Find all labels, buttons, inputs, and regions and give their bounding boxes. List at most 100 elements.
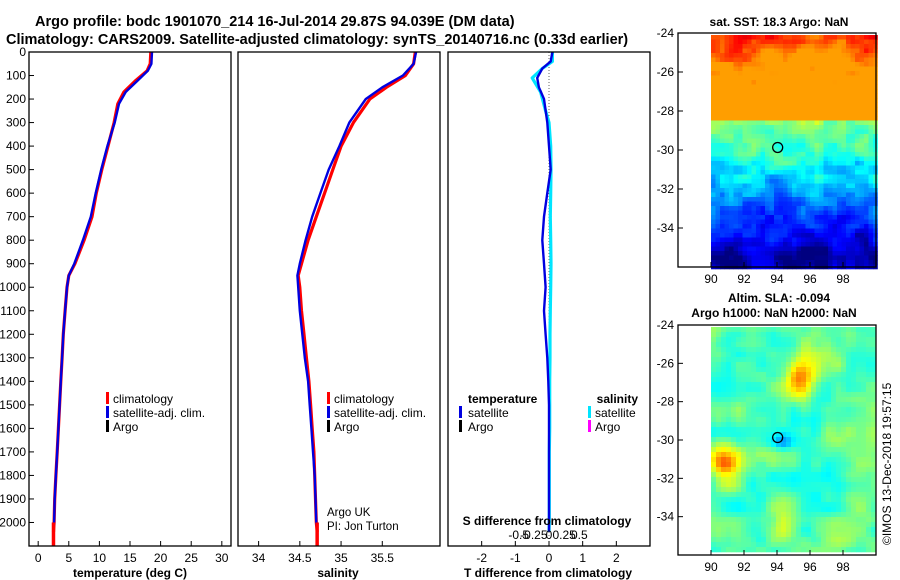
sla-cell: [796, 447, 802, 453]
sla-cell: [741, 477, 747, 483]
sst-cell: [724, 111, 730, 117]
sst-cell: [832, 111, 838, 117]
sst-cell: [765, 39, 770, 45]
sla-cell: [846, 372, 852, 378]
sla-cell: [731, 457, 737, 463]
sst-cell: [720, 138, 725, 144]
sla-cell: [856, 462, 862, 468]
sst-cell: [711, 251, 716, 256]
sla-cell: [781, 422, 787, 428]
sst-cell: [751, 147, 757, 153]
sla-cell: [851, 362, 857, 368]
sst-cell: [711, 260, 716, 265]
sst-cell: [868, 48, 874, 54]
sla-cell: [781, 532, 787, 538]
sst-cell: [868, 80, 874, 85]
sla-cell: [871, 402, 877, 408]
sla-cell: [711, 432, 717, 438]
sla-cell: [726, 352, 732, 358]
sla-cell: [771, 342, 777, 348]
sla-cell: [831, 427, 837, 433]
sst-cell: [805, 161, 811, 166]
sst-cell: [801, 161, 806, 166]
sla-cell: [771, 387, 777, 393]
sla-cell: [791, 342, 797, 348]
sst-cell: [801, 228, 806, 234]
sla-cell: [791, 462, 797, 468]
sst-cell: [868, 44, 874, 49]
sst-cell: [792, 48, 797, 54]
sst-cell: [720, 93, 725, 99]
sst-cell: [801, 219, 806, 225]
sst-cell: [760, 53, 766, 58]
sla-cell: [716, 422, 722, 428]
sst-cell: [841, 192, 847, 198]
sst-cell: [738, 71, 743, 76]
sst-cell: [711, 242, 716, 247]
sla-cell: [711, 342, 717, 348]
sst-cell: [742, 129, 748, 135]
sla-cell: [836, 447, 842, 453]
sst-cell: [778, 206, 784, 211]
map-x-tick-label: 90: [704, 560, 718, 574]
y-tick-label: 1600: [0, 421, 26, 435]
sst-cell: [729, 107, 734, 112]
sla-cell: [871, 537, 877, 543]
sst-cell: [859, 224, 865, 229]
sst-cell: [778, 93, 784, 99]
sla-cell: [761, 427, 767, 433]
sst-cell: [760, 246, 766, 252]
sla-cell: [751, 467, 757, 473]
sla-cell: [866, 537, 872, 543]
sla-cell: [756, 337, 762, 343]
sla-cell: [866, 522, 872, 528]
sst-cell: [769, 57, 775, 63]
sla-cell: [811, 457, 817, 463]
sst-cell: [760, 192, 766, 198]
sst-cell: [742, 39, 748, 45]
sst-cell: [783, 161, 788, 166]
sst-cell: [805, 84, 811, 90]
sla-cell: [856, 497, 862, 503]
sla-cell: [716, 502, 722, 508]
sst-cell: [801, 93, 806, 99]
sla-cell: [781, 537, 787, 543]
sla-cell: [751, 507, 757, 513]
sst-cell: [868, 75, 874, 81]
sst-cell: [837, 228, 842, 234]
sla-cell: [776, 497, 782, 503]
sla-cell: [801, 532, 807, 538]
sst-cell: [715, 260, 721, 265]
sst-cell: [769, 242, 775, 247]
sla-cell: [811, 407, 817, 413]
sst-cell: [760, 242, 766, 247]
sla-cell: [856, 527, 862, 533]
sst-cell: [864, 183, 869, 189]
sst-cell: [747, 35, 752, 40]
sst-cell: [810, 174, 815, 180]
sst-cell: [846, 48, 851, 54]
sst-cell: [760, 107, 766, 112]
sla-cell: [786, 412, 792, 418]
sst-cell: [711, 89, 716, 94]
sst-cell: [823, 210, 829, 216]
sst-cell: [828, 98, 833, 103]
sst-cell: [760, 188, 766, 193]
sla-cell: [776, 542, 782, 548]
sla-cell: [816, 542, 822, 548]
sst-cell: [850, 98, 856, 103]
sla-cell: [811, 472, 817, 478]
sla-cell: [751, 447, 757, 453]
sla-cell: [776, 532, 782, 538]
sla-cell: [796, 442, 802, 448]
sst-cell: [814, 93, 820, 99]
sla-cell: [796, 332, 802, 338]
sst-cell: [724, 84, 730, 90]
sla-cell: [806, 362, 812, 368]
sst-cell: [819, 120, 824, 126]
sla-cell: [726, 377, 732, 383]
sst-cell: [760, 129, 766, 135]
sla-cell: [796, 387, 802, 393]
sst-cell: [868, 35, 874, 40]
y-tick-label: 1000: [0, 280, 26, 294]
